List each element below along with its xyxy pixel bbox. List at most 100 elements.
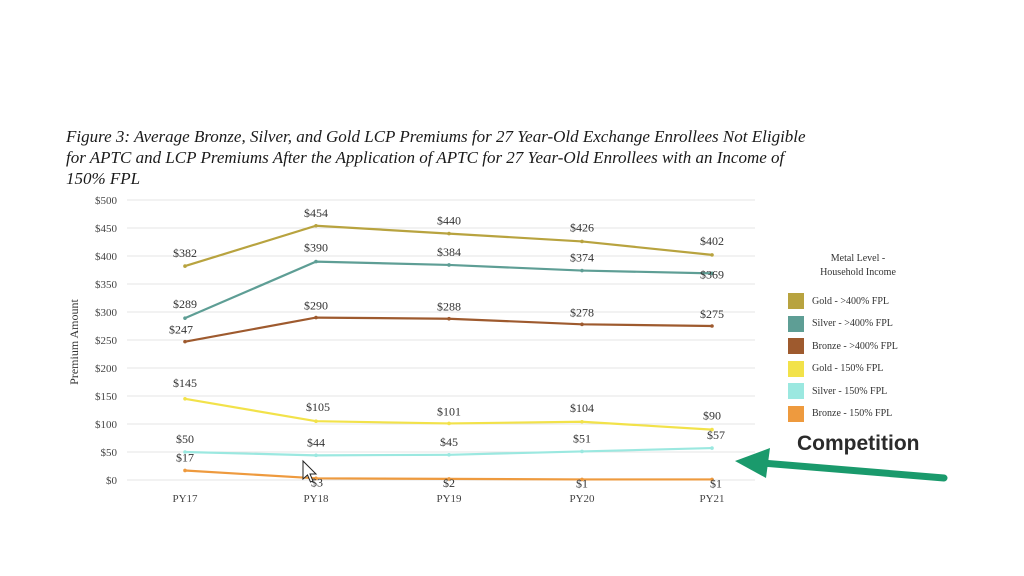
data-label: $57 xyxy=(707,428,725,442)
legend-label: Silver - 150% FPL xyxy=(812,385,888,397)
data-point xyxy=(580,239,584,244)
x-tick-label: PY17 xyxy=(172,493,198,505)
y-tick-label: $250 xyxy=(95,335,118,347)
legend-item: Silver - >400% FPL xyxy=(788,313,938,336)
x-tick-label: PY20 xyxy=(569,493,595,505)
data-label: $50 xyxy=(176,432,194,446)
data-point xyxy=(580,419,584,424)
y-tick-label: $100 xyxy=(95,419,118,431)
data-label: $275 xyxy=(700,307,724,321)
x-tick-label: PY21 xyxy=(699,493,724,505)
y-tick-label: $450 xyxy=(95,223,118,235)
data-point xyxy=(183,450,187,454)
legend-label: Bronze - >400% FPL xyxy=(812,340,898,352)
y-tick-label: $0 xyxy=(106,475,118,487)
y-tick-label: $200 xyxy=(95,363,118,375)
data-point xyxy=(314,223,318,228)
data-label: $101 xyxy=(437,404,461,418)
series-line xyxy=(184,316,713,343)
data-point xyxy=(710,446,714,450)
y-tick-label: $50 xyxy=(101,447,118,459)
x-tick-label: PY19 xyxy=(436,493,462,505)
y-tick-label: $300 xyxy=(95,307,118,319)
data-point xyxy=(314,259,318,264)
data-point xyxy=(183,339,187,344)
legend-item: Bronze - >400% FPL xyxy=(788,335,938,358)
legend-item: Bronze - 150% FPL xyxy=(788,403,938,426)
data-point xyxy=(183,264,187,268)
legend-swatch xyxy=(788,360,804,377)
data-point xyxy=(314,315,318,320)
mouse-cursor-icon xyxy=(302,459,318,483)
legend-swatch xyxy=(788,293,804,310)
data-label: $247 xyxy=(169,323,193,337)
data-label: $104 xyxy=(570,401,594,415)
data-label: $288 xyxy=(437,300,461,314)
data-label: $289 xyxy=(173,297,197,311)
y-tick-label: $500 xyxy=(95,195,118,207)
series xyxy=(183,223,714,482)
legend-item: Gold - >400% FPL xyxy=(788,290,938,313)
data-label: $426 xyxy=(570,220,594,234)
legend-item: Silver - 150% FPL xyxy=(788,380,938,403)
legend-swatch xyxy=(788,338,804,355)
legend-swatch xyxy=(788,383,804,400)
data-label: $145 xyxy=(173,376,197,390)
y-tick-label: $400 xyxy=(95,251,118,263)
data-point xyxy=(447,263,451,267)
legend-item: Gold - 150% FPL xyxy=(788,358,938,381)
data-point xyxy=(580,268,584,273)
legend-label: Gold - >400% FPL xyxy=(812,295,890,307)
legend-swatch xyxy=(788,405,804,422)
data-label: $51 xyxy=(573,431,591,445)
data-point xyxy=(710,427,714,432)
arrow-head xyxy=(735,448,770,478)
legend-swatch xyxy=(788,315,804,332)
data-label: $2 xyxy=(443,476,455,490)
legend-label: Silver - >400% FPL xyxy=(812,318,893,330)
data-label: $45 xyxy=(440,435,458,449)
legend-items: Gold - >400% FPL Silver - >400% FPL Bronze… xyxy=(788,290,938,425)
data-label: $454 xyxy=(304,206,328,220)
legend-title: Metal Level - Household Income xyxy=(820,253,896,278)
data-point xyxy=(710,253,714,257)
data-point xyxy=(710,477,714,482)
data-point xyxy=(447,316,451,321)
chart-title: Figure 3: Average Bronze, Silver, and Go… xyxy=(66,127,806,188)
data-point xyxy=(447,477,451,481)
data-point xyxy=(183,397,187,401)
data-label: $278 xyxy=(570,305,594,319)
data-label: $3 xyxy=(311,475,323,489)
data-point xyxy=(183,468,187,473)
y-axis-label: Premium Amount xyxy=(67,299,81,385)
arrow-shaft xyxy=(758,459,948,482)
data-point xyxy=(447,421,451,426)
data-label: $384 xyxy=(437,245,461,259)
x-tick-label: PY18 xyxy=(303,493,329,505)
data-label: $369 xyxy=(700,267,724,281)
data-point xyxy=(447,231,451,236)
legend-label: Bronze - 150% FPL xyxy=(812,408,893,420)
data-point xyxy=(710,324,714,328)
data-point xyxy=(314,419,318,424)
data-point xyxy=(314,453,318,458)
data-label: $382 xyxy=(173,246,197,260)
legend-label: Gold - 150% FPL xyxy=(812,363,884,375)
data-labels: $382 $454 $440 $426 $402 $289 $390 $384 $374 $369… xyxy=(169,206,725,491)
data-label: $374 xyxy=(570,251,594,265)
data-label: $17 xyxy=(176,450,194,464)
data-point xyxy=(447,453,451,457)
data-point xyxy=(580,449,584,454)
data-label: $90 xyxy=(703,409,721,423)
data-point xyxy=(710,271,714,276)
grid xyxy=(127,199,755,481)
competition-arrow xyxy=(735,448,948,482)
data-point xyxy=(314,476,318,481)
data-label: $402 xyxy=(700,234,724,248)
data-point xyxy=(580,477,584,482)
data-point xyxy=(580,322,584,327)
data-point xyxy=(183,316,187,320)
y-tick-label: $150 xyxy=(95,391,118,403)
axes: $0 $50 $100 $150 $200 $250 $300 $350 $400 $450 $50… xyxy=(95,195,725,505)
